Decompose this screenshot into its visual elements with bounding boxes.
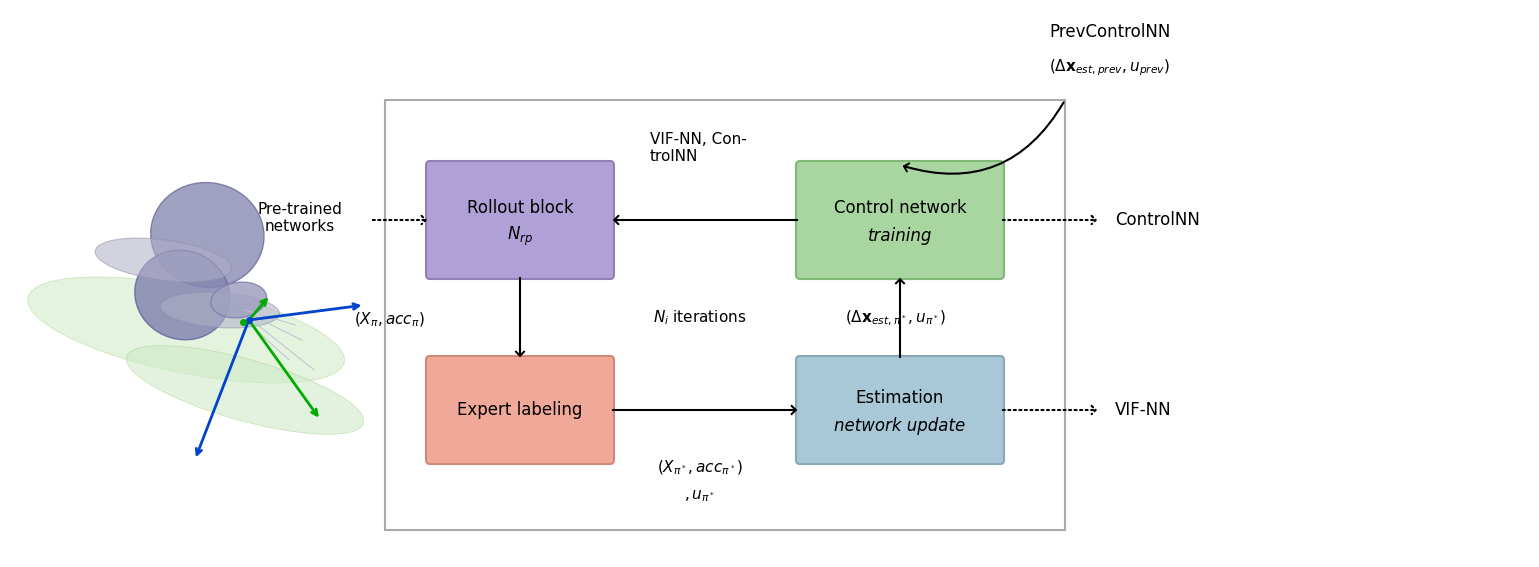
Text: $(X_{\pi^*}, acc_{\pi^*})$: $(X_{\pi^*}, acc_{\pi^*})$ [657, 459, 743, 477]
Text: Estimation: Estimation [856, 389, 945, 407]
FancyBboxPatch shape [426, 356, 614, 464]
Text: $(\Delta\mathbf{x}_{est,\pi^*}, u_{\pi^*})$: $(\Delta\mathbf{x}_{est,\pi^*}, u_{\pi^*… [845, 308, 945, 328]
Text: ControlNN: ControlNN [1114, 211, 1200, 229]
Ellipse shape [126, 346, 363, 434]
FancyBboxPatch shape [426, 161, 614, 279]
Ellipse shape [135, 250, 229, 340]
Text: Rollout block: Rollout block [466, 199, 574, 217]
Text: PrevControlNN: PrevControlNN [1050, 23, 1171, 41]
Text: training: training [868, 227, 933, 245]
FancyBboxPatch shape [796, 356, 1003, 464]
Text: $(X_\pi, acc_\pi)$: $(X_\pi, acc_\pi)$ [354, 311, 425, 329]
Text: Control network: Control network [834, 199, 966, 217]
Ellipse shape [28, 277, 345, 383]
Text: network update: network update [834, 417, 965, 435]
Ellipse shape [95, 238, 231, 282]
Text: $N_i$ iterations: $N_i$ iterations [654, 308, 746, 327]
Text: Expert labeling: Expert labeling [457, 401, 583, 419]
Text: VIF-NN: VIF-NN [1114, 401, 1171, 419]
Text: VIF-NN, Con-
trolNN: VIF-NN, Con- trolNN [649, 132, 746, 164]
Ellipse shape [211, 282, 266, 318]
Ellipse shape [160, 292, 280, 328]
Text: $, u_{\pi^*}$: $, u_{\pi^*}$ [685, 488, 716, 503]
Ellipse shape [151, 183, 265, 287]
FancyBboxPatch shape [796, 161, 1003, 279]
Text: Pre-trained
networks: Pre-trained networks [257, 202, 343, 234]
Text: $(\Delta\mathbf{x}_{est,prev}, u_{prev})$: $(\Delta\mathbf{x}_{est,prev}, u_{prev})… [1050, 58, 1171, 78]
Text: $N_{rp}$: $N_{rp}$ [506, 225, 532, 248]
